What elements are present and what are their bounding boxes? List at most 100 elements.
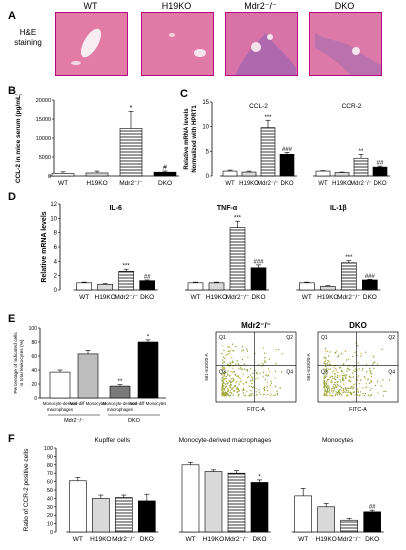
flow-event-dot <box>221 359 224 361</box>
y-tick-label: 80 <box>31 340 37 346</box>
flow-event-dot <box>233 371 235 373</box>
y-tick-label: 60 <box>47 480 53 486</box>
flow-event-dot <box>250 394 252 396</box>
flow-event-dot <box>323 394 325 397</box>
flow-event-dot <box>232 350 234 352</box>
flow-event-dot <box>238 368 240 370</box>
flow-event-dot <box>257 377 259 379</box>
y-tick-label: 0 <box>34 396 37 402</box>
x-tick-label: WT <box>225 181 235 187</box>
flow-event-dot <box>233 390 235 393</box>
flow-event-dot <box>256 373 258 375</box>
quadrant-label: Q4 <box>286 370 293 376</box>
flow-event-dot <box>373 367 375 370</box>
flow-event-dot <box>227 363 229 366</box>
flow-event-dot <box>265 374 267 376</box>
flow-event-dot <box>279 387 281 389</box>
flow-event-dot <box>352 372 354 374</box>
flow-event-dot <box>221 352 223 355</box>
flow-event-dot <box>338 354 340 357</box>
flow-event-dot <box>238 364 240 366</box>
flow-event-dot <box>333 366 335 368</box>
flow-event-dot <box>326 392 328 394</box>
flow-event-dot <box>327 386 330 388</box>
flow-event-dot <box>344 350 346 353</box>
bar <box>229 227 246 291</box>
flow-event-dot <box>333 390 335 392</box>
flow-event-dot <box>339 392 341 394</box>
flow-event-dot <box>221 390 223 393</box>
flow-event-dot <box>222 385 224 387</box>
x-tick-label: Monocyte-derived <box>103 401 138 406</box>
flow-event-dot <box>237 395 239 397</box>
flow-event-dot <box>352 388 354 390</box>
flow-event-dot <box>370 394 373 396</box>
flow-event-dot <box>251 387 254 389</box>
flow-event-dot <box>338 375 341 377</box>
flow-event-dot <box>229 382 232 384</box>
flow-event-dot <box>262 376 264 378</box>
flow-event-dot <box>274 377 276 379</box>
flow-event-dot <box>352 384 355 386</box>
flow-event-dot <box>364 392 367 395</box>
flow-event-dot <box>239 381 241 383</box>
bar <box>204 471 223 533</box>
flow-event-dot <box>365 383 367 385</box>
flow-event-dot <box>241 350 243 352</box>
flow-event-dot <box>255 378 257 380</box>
flow-event-dot <box>225 380 228 382</box>
x-tick-label: WT <box>190 294 200 301</box>
bar <box>353 157 369 177</box>
flow-event-dot <box>241 358 244 361</box>
flow-event-dot <box>223 395 225 397</box>
flow-event-dot <box>229 385 231 388</box>
flow-event-dot <box>343 363 345 365</box>
flow-event-dot <box>337 371 339 374</box>
he-image-wt <box>55 12 128 76</box>
x-tick-label: WT <box>79 294 89 301</box>
bar <box>153 171 177 177</box>
flow-event-dot <box>258 391 260 393</box>
flow-event-dot <box>327 355 330 357</box>
group-title: Monocytes <box>322 437 354 444</box>
flow-event-dot <box>346 389 348 392</box>
flow-event-dot <box>272 394 275 396</box>
flow-event-dot <box>333 370 335 372</box>
x-tick-label: DKO <box>251 294 265 301</box>
flow-event-dot <box>263 387 265 389</box>
flow-event-dot <box>356 394 359 396</box>
panel-b-letter: B <box>8 85 16 97</box>
y-axis-title-line2: in total leukocytes (%) <box>19 339 25 386</box>
flow-event-dot <box>246 391 248 393</box>
flow-event-dot <box>224 357 226 360</box>
quadrant-label: Q3 <box>321 370 328 376</box>
significance-label: *** <box>234 216 242 222</box>
flow-event-dot <box>222 356 225 358</box>
flow-event-dot <box>229 391 231 394</box>
flow-event-dot <box>352 376 355 378</box>
flow-event-dot <box>243 394 245 397</box>
flow-event-dot <box>224 377 226 380</box>
y-axis-title-line2: Normalized with HPRT1 <box>192 105 198 173</box>
flow-event-dot <box>231 371 234 373</box>
flow-event-dot <box>225 385 227 387</box>
flow-event-dot <box>252 380 254 382</box>
flow-event-dot <box>329 376 331 378</box>
flow-event-dot <box>369 372 372 374</box>
flow-x-axis-title: FITC-A <box>349 407 367 413</box>
flow-event-dot <box>238 390 240 392</box>
flow-event-dot <box>342 377 344 380</box>
flow-event-dot <box>360 352 362 355</box>
x-tick-label: Mdr2⁻/⁻ <box>337 294 361 301</box>
flow-event-dot <box>264 386 266 388</box>
flow-event-dot <box>376 363 378 365</box>
flow-event-dot <box>347 391 349 394</box>
bar <box>241 171 257 177</box>
x-tick-label: DKO <box>252 536 266 543</box>
y-tick-label: 15 <box>202 100 209 106</box>
flow-event-dot <box>335 391 337 393</box>
flow-event-dot <box>228 346 231 348</box>
x-tick-label: WT <box>302 294 312 301</box>
significance-label: * <box>130 105 133 112</box>
flow-event-dot <box>369 395 371 397</box>
